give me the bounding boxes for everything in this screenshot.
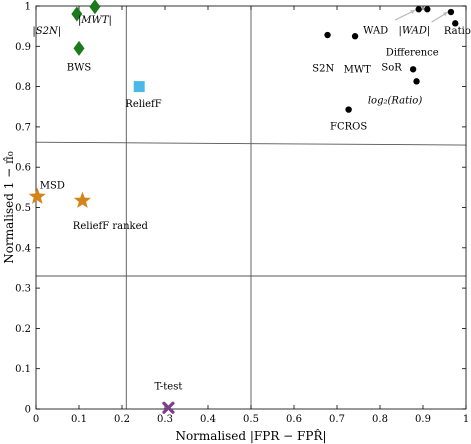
point-bws [73,40,85,56]
y-tick-label: 0.2 [15,324,31,335]
point-mwt [351,33,359,40]
y-tick-label: 0.7 [15,122,31,133]
x-tick-label: 0.4 [200,414,216,425]
y-tick-label: 1 [25,2,31,13]
point-sor [409,66,417,73]
axis-ticks: 0 0.1 0.2 0.3 0.4 0.5 0.6 0.7 0.8 0.9 1 0 0.1 0.2 0.3 0… [15,2,469,426]
point-msd-label: MSD [40,181,65,192]
x-tick-label: 0.1 [71,414,87,425]
point-mwt-label: |MWT| [78,15,112,26]
reference-lines [35,6,467,409]
y-tick-label: 0.8 [15,82,31,93]
x-tick-label: 0.8 [372,414,388,425]
reference-line [35,141,467,146]
x-axis-title: Normalised |FPR − FPR̂| [175,428,326,443]
point-s2n-label: |S2N| [32,26,61,37]
x-tick-label: 0.2 [114,414,130,425]
y-tick-label: 0.3 [15,284,31,295]
point-mwt [89,0,101,15]
annotation-arrows [394,9,449,23]
x-tick-label: 0.3 [157,414,173,425]
x-tick-label: 0.9 [415,414,431,425]
point-log-ratio [413,78,420,85]
point-ratio-label: Ratio [444,26,471,37]
point-difference [452,20,459,27]
point-mwt-label: MWT [344,64,372,75]
x-tick-label: 0.6 [286,414,302,425]
y-tick-label: 0.1 [15,364,31,375]
point-fcros-label: FCROS [330,122,367,133]
point-s2n [71,6,83,22]
point-wad [415,6,422,13]
point-relieff-label: ReliefF [125,99,161,110]
point-relieff-ranked [73,191,91,208]
point-relieff [133,81,145,93]
point-s2n-label: S2N [312,63,334,74]
point-s2n [324,31,331,39]
data-points [28,0,459,414]
arrow-head [442,12,448,17]
point-fcros [345,106,352,113]
x-tick-label: 1 [463,414,469,425]
y-tick-label: 0 [25,405,31,416]
point-t-test-label: T-test [155,382,183,393]
point-labels: |S2N| |MWT| BWS ReliefF MSD ReliefF ranked T-t… [32,15,470,393]
y-tick-label: 0.9 [15,42,31,53]
point-wad-label: WAD [363,25,388,36]
x-tick-label: 0.7 [329,414,345,425]
point-log-ratio-label: log₂(Ratio) [368,96,422,107]
y-tick-label: 0.5 [15,203,31,214]
y-tick-label: 0.6 [15,163,31,174]
point-difference-label: Difference [386,48,439,59]
y-axis-title: Normalised 1 − π̂₀ [2,151,16,264]
point-ratio [447,8,455,16]
y-tick-label: 0.4 [15,243,31,254]
point-t-test [162,401,175,414]
point-sor-label: SoR [381,62,402,73]
point-bws-label: BWS [67,62,92,73]
x-tick-label: 0 [33,414,39,425]
point-msd [28,187,46,204]
arrow-head [410,10,416,14]
x-tick-label: 0.5 [243,414,259,425]
point-wad [424,6,431,13]
point-relieff-ranked-label: ReliefF ranked [73,221,149,232]
point-wad-label: |WAD| [399,25,431,36]
